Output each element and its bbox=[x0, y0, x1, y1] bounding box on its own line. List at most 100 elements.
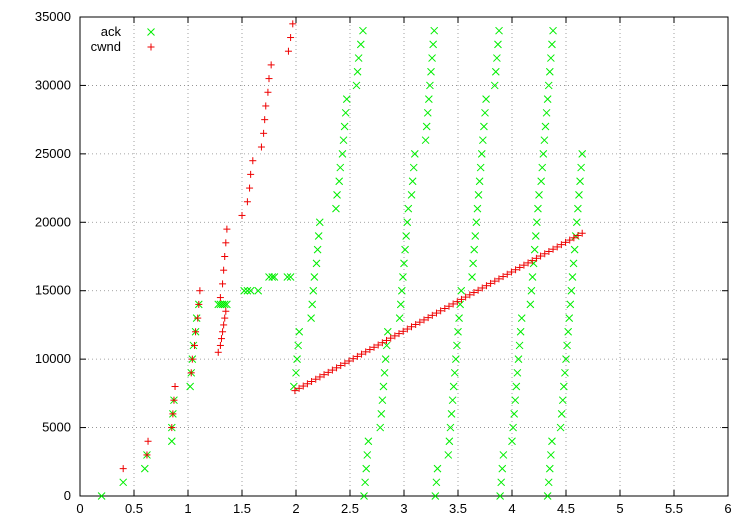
ack-point bbox=[517, 314, 526, 322]
cwnd-point bbox=[407, 323, 415, 331]
cwnd-point bbox=[474, 286, 482, 294]
ack-point bbox=[561, 368, 569, 377]
ack-point bbox=[544, 81, 553, 90]
cwnd-point bbox=[220, 266, 228, 274]
ack-point bbox=[527, 286, 536, 295]
ack-point bbox=[472, 218, 481, 227]
cwnd-point bbox=[337, 362, 345, 370]
plot-frame bbox=[79, 16, 729, 497]
cwnd-point bbox=[449, 300, 457, 308]
cwnd-point bbox=[260, 129, 268, 137]
cwnd-point bbox=[499, 273, 507, 281]
ack-point bbox=[294, 341, 303, 350]
ack-point bbox=[446, 423, 455, 432]
ack-point bbox=[450, 368, 459, 377]
ack-point bbox=[378, 396, 387, 405]
ack-point bbox=[537, 177, 546, 186]
ack-point bbox=[570, 245, 579, 254]
cwnd-point bbox=[353, 352, 361, 360]
ack-point bbox=[444, 451, 453, 459]
cwnd-point bbox=[295, 384, 303, 392]
cwnd-point bbox=[221, 253, 229, 260]
ack-point bbox=[454, 327, 462, 336]
ack-point bbox=[377, 410, 386, 418]
cwnd-point bbox=[466, 291, 474, 299]
ack-point bbox=[474, 191, 483, 199]
ack-point bbox=[362, 464, 371, 473]
y-axis: 0 5000 10000 15000 20000 25000 30000 35000 bbox=[35, 9, 728, 503]
ack-point bbox=[469, 259, 477, 268]
ack-point bbox=[470, 245, 479, 254]
ack-point bbox=[516, 327, 525, 336]
ack-point bbox=[569, 259, 578, 268]
cwnd-point bbox=[532, 254, 540, 262]
ack-point bbox=[295, 327, 304, 336]
cwnd-point bbox=[462, 293, 470, 301]
legend-label-cwnd: cwnd bbox=[91, 39, 121, 54]
ack-point bbox=[268, 273, 277, 281]
x-tick-label: 6 bbox=[724, 501, 731, 516]
cwnd-point bbox=[187, 369, 195, 377]
cwnd-point bbox=[520, 261, 528, 269]
cwnd-point bbox=[578, 229, 586, 237]
x-tick-label: 5 bbox=[616, 501, 623, 516]
ack-point bbox=[471, 232, 480, 240]
ack-point bbox=[559, 382, 568, 391]
ack-point bbox=[399, 273, 407, 281]
cwnd-point bbox=[537, 252, 545, 260]
cwnd-point bbox=[219, 280, 227, 288]
cwnd-point bbox=[291, 387, 299, 395]
ack-point bbox=[186, 382, 195, 391]
ack-point bbox=[265, 273, 273, 281]
ack-point bbox=[359, 26, 367, 35]
ack-point bbox=[315, 218, 324, 227]
cwnd-point bbox=[261, 116, 269, 124]
ack-point bbox=[455, 314, 463, 322]
ack-point bbox=[423, 108, 432, 117]
cwnd-point bbox=[495, 275, 503, 283]
ack-point bbox=[541, 122, 550, 131]
ack-point bbox=[468, 273, 476, 281]
ack-point bbox=[530, 245, 539, 254]
cwnd-point bbox=[219, 328, 227, 336]
ack-point bbox=[549, 26, 557, 35]
cwnd-point bbox=[214, 348, 222, 356]
ack-point bbox=[289, 382, 298, 391]
ack-point bbox=[558, 396, 567, 405]
ack-point bbox=[286, 273, 295, 281]
cwnd-point bbox=[387, 334, 395, 342]
cwnd-point bbox=[284, 47, 292, 55]
cwnd-point bbox=[265, 75, 273, 83]
cwnd-point bbox=[195, 300, 203, 308]
ack-point bbox=[564, 327, 573, 336]
cwnd-point bbox=[170, 396, 178, 404]
ack-point bbox=[395, 314, 404, 322]
ack-point bbox=[495, 26, 503, 35]
cwnd-point bbox=[287, 34, 295, 42]
x-tick-label: 1.5 bbox=[233, 501, 251, 516]
ack-point bbox=[508, 437, 516, 446]
cwnd-point bbox=[541, 250, 549, 258]
cwnd-point bbox=[217, 335, 225, 343]
cwnd-point bbox=[190, 341, 198, 349]
cwnd-point bbox=[257, 143, 265, 151]
cwnd-point bbox=[470, 289, 478, 297]
ack-point bbox=[336, 163, 345, 172]
ack-point bbox=[494, 40, 502, 49]
ack-point bbox=[340, 122, 349, 131]
ack-point bbox=[540, 136, 549, 145]
ack-point bbox=[376, 423, 385, 432]
cwnd-point bbox=[222, 307, 230, 315]
cwnd-point bbox=[478, 284, 486, 292]
x-tick-label: 2 bbox=[292, 501, 299, 516]
cwnd-point bbox=[168, 424, 176, 432]
cwnd-point bbox=[312, 375, 320, 383]
ack-point bbox=[539, 150, 548, 158]
cwnd-point bbox=[503, 270, 511, 278]
ack-point bbox=[352, 81, 361, 90]
x-tick-label: 4 bbox=[508, 501, 515, 516]
cwnd-point bbox=[516, 263, 524, 271]
ack-point bbox=[578, 150, 587, 158]
ack-point bbox=[422, 122, 431, 131]
ack-point bbox=[565, 314, 574, 322]
